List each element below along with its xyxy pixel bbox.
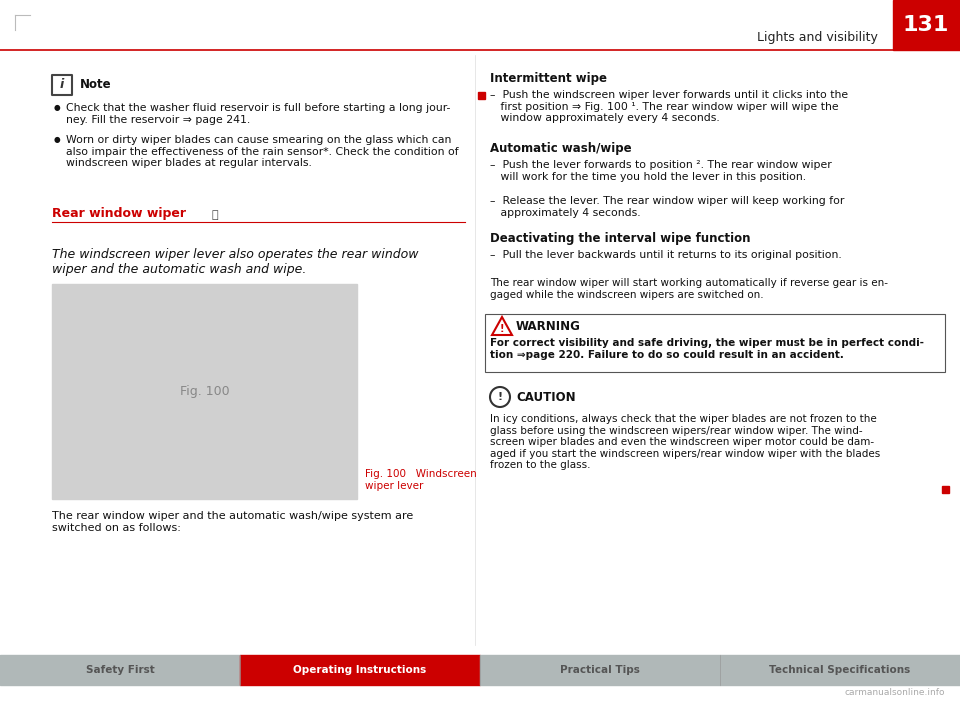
Text: Lights and visibility: Lights and visibility xyxy=(757,32,878,44)
Text: –  Pull the lever backwards until it returns to its original position.: – Pull the lever backwards until it retu… xyxy=(490,250,842,260)
Text: The rear window wiper and the automatic wash/wipe system are
switched on as foll: The rear window wiper and the automatic … xyxy=(52,511,413,533)
Text: Safety First: Safety First xyxy=(85,665,155,675)
Text: WARNING: WARNING xyxy=(516,320,581,333)
Text: Note: Note xyxy=(80,79,111,92)
Text: –  Push the windscreen wiper lever forwards until it clicks into the
   first po: – Push the windscreen wiper lever forwar… xyxy=(490,90,848,123)
Bar xyxy=(893,0,960,50)
Bar xyxy=(52,75,72,95)
Bar xyxy=(480,655,720,685)
Text: Automatic wash/wipe: Automatic wash/wipe xyxy=(490,142,632,155)
Text: In icy conditions, always check that the wiper blades are not frozen to the
glas: In icy conditions, always check that the… xyxy=(490,414,880,470)
Text: i: i xyxy=(60,79,64,92)
Text: Fig. 100   Windscreen
wiper lever: Fig. 100 Windscreen wiper lever xyxy=(365,469,477,491)
Text: The windscreen wiper lever also operates the rear window
wiper and the automatic: The windscreen wiper lever also operates… xyxy=(52,248,419,276)
Bar xyxy=(720,655,960,685)
Bar xyxy=(240,655,480,685)
Bar xyxy=(0,655,240,685)
Text: !: ! xyxy=(497,392,503,402)
Text: –  Push the lever forwards to position ². The rear window wiper
   will work for: – Push the lever forwards to position ².… xyxy=(490,160,831,182)
Text: Fig. 100: Fig. 100 xyxy=(180,385,229,398)
Text: Operating Instructions: Operating Instructions xyxy=(294,665,426,675)
Text: Rear window wiper: Rear window wiper xyxy=(52,207,186,220)
Bar xyxy=(478,92,485,99)
Bar xyxy=(52,284,357,499)
Text: For correct visibility and safe driving, the wiper must be in perfect condi-
tio: For correct visibility and safe driving,… xyxy=(490,338,924,360)
Text: ●: ● xyxy=(54,103,60,112)
Text: 131: 131 xyxy=(902,15,949,35)
Bar xyxy=(485,314,945,372)
Text: –  Release the lever. The rear window wiper will keep working for
   approximate: – Release the lever. The rear window wip… xyxy=(490,196,845,217)
Text: ●: ● xyxy=(54,135,60,144)
Text: Technical Specifications: Technical Specifications xyxy=(769,665,911,675)
Text: Check that the washer fluid reservoir is full before starting a long jour-
ney. : Check that the washer fluid reservoir is… xyxy=(66,103,450,125)
Bar xyxy=(942,486,949,493)
Text: Deactivating the interval wipe function: Deactivating the interval wipe function xyxy=(490,232,751,245)
Text: Worn or dirty wiper blades can cause smearing on the glass which can
also impair: Worn or dirty wiper blades can cause sme… xyxy=(66,135,459,168)
Text: carmanualsonline.info: carmanualsonline.info xyxy=(845,688,945,697)
Text: Intermittent wipe: Intermittent wipe xyxy=(490,72,607,85)
Text: !: ! xyxy=(500,324,504,334)
Text: The rear window wiper will start working automatically if reverse gear is en-
ga: The rear window wiper will start working… xyxy=(490,278,888,299)
Text: CAUTION: CAUTION xyxy=(516,391,576,404)
Text: Practical Tips: Practical Tips xyxy=(560,665,640,675)
Text: ⭘: ⭘ xyxy=(212,210,219,220)
